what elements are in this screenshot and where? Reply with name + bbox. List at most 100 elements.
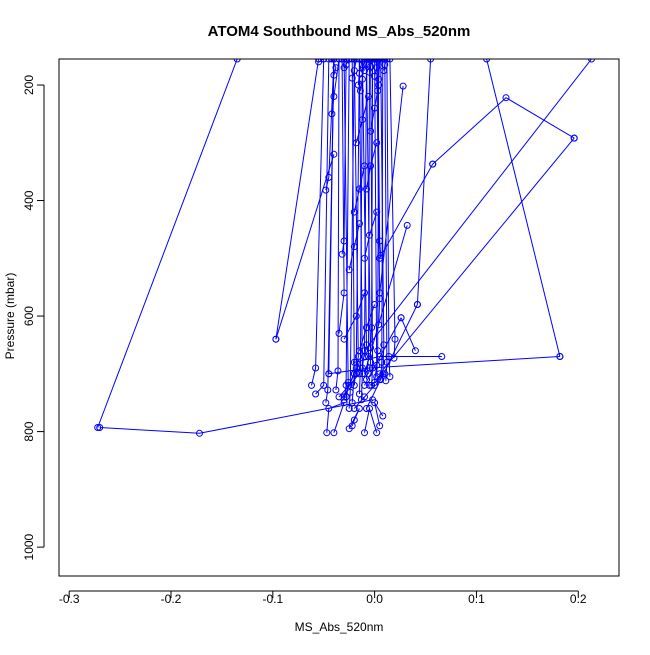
data-point bbox=[377, 251, 385, 259]
data-point bbox=[350, 59, 358, 63]
data-point bbox=[427, 59, 435, 63]
data-point bbox=[352, 139, 360, 147]
data-point bbox=[335, 59, 343, 63]
data-point bbox=[367, 344, 375, 352]
series-line-47 bbox=[384, 59, 388, 381]
data-point bbox=[361, 353, 368, 360]
y-tick-label: 1000 bbox=[22, 533, 36, 560]
data-point bbox=[373, 208, 381, 216]
data-point bbox=[330, 429, 338, 437]
data-point bbox=[308, 381, 315, 389]
data-point bbox=[340, 335, 348, 343]
data-point bbox=[413, 301, 421, 308]
series-line-17 bbox=[326, 401, 345, 433]
data-point bbox=[338, 59, 346, 63]
series-line-54 bbox=[343, 59, 350, 68]
data-point bbox=[375, 81, 383, 89]
series-line-26 bbox=[338, 59, 345, 334]
data-point bbox=[369, 59, 377, 63]
data-point bbox=[358, 116, 366, 124]
data-point bbox=[338, 250, 346, 258]
x-axis-label: MS_Abs_520nm bbox=[295, 620, 384, 634]
series-line-44 bbox=[376, 59, 381, 325]
series-line-49 bbox=[389, 59, 396, 359]
data-point bbox=[330, 93, 338, 100]
data-point bbox=[322, 186, 330, 194]
data-point bbox=[355, 185, 363, 193]
data-point bbox=[348, 74, 356, 82]
data-point bbox=[399, 82, 407, 90]
data-point bbox=[386, 373, 394, 381]
x-tick-label: -0.2 bbox=[161, 592, 182, 606]
series-line-34 bbox=[358, 59, 363, 395]
series-line-0 bbox=[99, 399, 373, 434]
data-point bbox=[325, 59, 333, 63]
data-point bbox=[368, 324, 376, 332]
data-point bbox=[570, 134, 578, 142]
data-point bbox=[376, 376, 384, 384]
series-line-64 bbox=[362, 59, 370, 66]
series-line-39 bbox=[366, 59, 372, 374]
data-point bbox=[383, 59, 391, 63]
series-line-14 bbox=[400, 317, 416, 351]
data-point bbox=[94, 424, 102, 431]
series-line-56 bbox=[357, 59, 363, 86]
data-point bbox=[320, 59, 328, 63]
data-point bbox=[371, 301, 379, 308]
data-point bbox=[355, 69, 363, 77]
data-point bbox=[342, 393, 350, 401]
y-tick-label: 200 bbox=[22, 75, 36, 95]
series-line-6 bbox=[432, 97, 575, 165]
x-tick-label: -0.1 bbox=[262, 592, 283, 606]
data-point bbox=[332, 386, 340, 394]
data-point bbox=[367, 127, 375, 135]
data-point bbox=[429, 160, 437, 168]
data-point bbox=[325, 370, 333, 378]
data-point bbox=[345, 59, 353, 63]
data-point bbox=[502, 94, 510, 102]
data-point bbox=[358, 61, 366, 69]
data-point bbox=[378, 358, 386, 366]
data-point bbox=[350, 67, 358, 75]
data-point bbox=[363, 185, 370, 193]
data-point bbox=[355, 347, 363, 355]
y-tick-label: 400 bbox=[22, 190, 36, 210]
data-point bbox=[366, 381, 373, 389]
series-line-27 bbox=[341, 59, 347, 255]
series-line-45 bbox=[380, 59, 384, 380]
series-line-32 bbox=[353, 59, 360, 386]
data-point bbox=[397, 314, 405, 322]
series-line-8 bbox=[379, 137, 575, 375]
data-point bbox=[335, 329, 343, 337]
data-point bbox=[483, 59, 491, 63]
data-point bbox=[345, 405, 353, 412]
data-point bbox=[361, 289, 368, 297]
data-point bbox=[272, 335, 280, 343]
series-line-20 bbox=[374, 402, 384, 426]
data-point bbox=[345, 381, 353, 389]
chart-title: ATOM4 Southbound MS_Abs_520nm bbox=[208, 23, 471, 40]
data-point bbox=[361, 254, 368, 262]
data-point bbox=[381, 61, 389, 69]
series-line-2 bbox=[275, 59, 320, 340]
data-point bbox=[373, 139, 381, 147]
data-point bbox=[315, 59, 323, 63]
data-point bbox=[350, 370, 358, 378]
series-line-51 bbox=[325, 59, 335, 191]
y-tick-label: 800 bbox=[22, 421, 36, 441]
data-point bbox=[371, 399, 379, 407]
axes: -0.3 -0.2 -0.1 0.0 0.1 0.2 200 400 600 800 1000 bbox=[22, 75, 587, 606]
data-point bbox=[376, 59, 384, 63]
data-point bbox=[324, 386, 332, 394]
data-point bbox=[386, 59, 394, 63]
data-point bbox=[358, 75, 366, 83]
data-point bbox=[366, 231, 373, 239]
data-point bbox=[330, 150, 338, 158]
data-point bbox=[345, 266, 353, 274]
data-point bbox=[588, 59, 595, 63]
series-line-3 bbox=[275, 154, 335, 340]
data-point bbox=[376, 237, 384, 245]
data-point bbox=[196, 429, 203, 437]
series-line-18 bbox=[364, 408, 378, 433]
